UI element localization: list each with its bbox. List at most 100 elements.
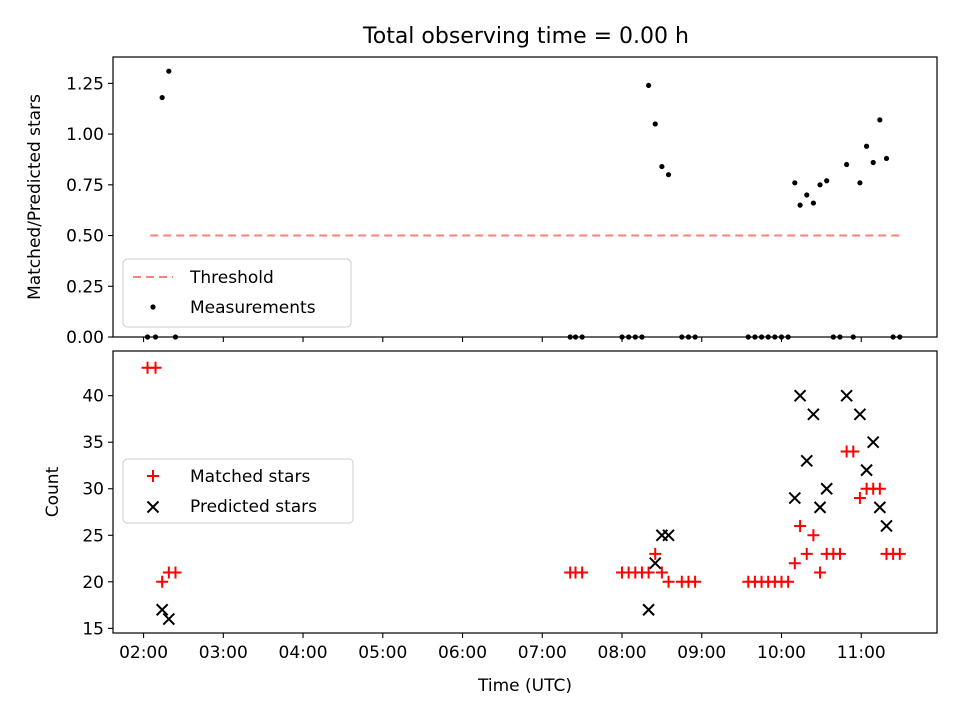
legend-predicted-swatch [146,500,160,514]
matched-star-point [689,575,702,588]
predicted-star-point [866,436,880,449]
y-axis-label: Matched/Predicted stars [25,94,45,300]
matched-star-point [649,547,662,560]
legend-threshold-label: Threshold [189,268,274,288]
predicted-star-point [807,408,820,421]
matched-star-point [893,547,906,560]
matched-star-point [807,529,820,542]
measurement-point [665,172,672,178]
legend-box [122,458,354,524]
y-ticks: 0.00 0.25 0.50 0.75 1.00 1.25 [66,74,113,348]
plot-area [141,361,906,626]
y-tick-label: 30 [82,480,104,500]
y-tick-label: 1.25 [66,74,104,94]
measurement-point [159,94,165,101]
predicted-star-point [880,519,893,533]
measurement-point [817,182,823,188]
legend-matched-label: Matched stars [190,467,310,487]
measurement-point [877,117,883,123]
measurement-point [824,178,830,184]
legend: Threshold Measurements [122,258,352,328]
count-panel: Count Time (UTC) 15 20 25 30 35 40 02:00 03:00… [43,350,938,696]
matched-star-point [642,566,655,579]
y-tick-label: 0.00 [66,328,104,348]
legend-predicted-label: Predicted stars [190,497,317,517]
legend-plus-mark [147,470,159,482]
matched-star-point [873,482,886,495]
matched-star-point [800,547,813,560]
y-ticks: 15 20 25 30 35 40 [82,387,113,639]
matched-star-point [794,519,807,532]
predicted-star-point [800,454,813,468]
predicted-star-point [649,556,662,570]
legend-cross-mark [146,500,160,514]
measurement-point [652,121,658,127]
measurement-point [797,202,803,208]
matched-star-point [576,566,589,579]
measurement-point [870,159,876,166]
predicted-star-point [662,529,675,542]
y-tick-label: 1.00 [66,125,104,145]
x-tick-label: 07:00 [518,643,567,663]
matched-star-point [814,566,827,579]
matched-star-point [662,575,675,588]
measurement-point [792,180,798,186]
axes-frame [112,350,938,634]
y-tick-label: 15 [82,619,104,639]
y-tick-label: 40 [82,387,104,407]
y-tick-label: 35 [82,433,104,453]
measurement-point [646,82,652,89]
y-tick-label: 0.75 [66,176,104,196]
measurement-point [804,192,810,198]
x-axis-label: Time (UTC) [477,676,572,696]
measurement-point [659,163,665,170]
matched-star-point [156,575,169,588]
predicted-star-point [788,491,802,505]
predicted-star-point [793,389,807,402]
matched-star-point [853,492,866,505]
y-tick-label: 0.25 [66,277,104,297]
predicted-star-point [853,408,867,421]
measurement-point [166,68,172,74]
predicted-star-point [813,501,827,514]
x-tick-label: 03:00 [199,643,248,663]
y-tick-label: 25 [82,526,104,546]
x-tick-label: 08:00 [598,643,647,663]
y-axis-label: Count [43,466,63,517]
y-tick-label: 0.50 [66,227,104,247]
measurement-point [810,200,817,206]
measurement-point [883,155,890,162]
legend: Matched stars Predicted stars [122,458,354,524]
matched-star-point [169,566,182,579]
x-tick-label: 11:00 [837,643,886,663]
x-tick-label: 02:00 [119,643,168,663]
axes-frame [112,56,938,338]
legend-measurements-label: Measurements [190,298,316,318]
predicted-star-point [162,612,176,626]
measurement-point [863,143,870,149]
matched-star-point [847,445,860,458]
matched-star-point [833,547,846,560]
matched-star-point [788,557,801,570]
x-tick-label: 05:00 [358,643,407,663]
legend-box [122,258,352,328]
x-tick-label: 06:00 [438,643,487,663]
matched-star-point [655,566,668,579]
chart-title: Total observing time = 0.00 h [362,24,689,49]
y-tick-label: 20 [82,573,104,593]
x-tick-label: 09:00 [677,643,726,663]
measurement-point [857,180,863,186]
predicted-star-point [642,603,655,616]
predicted-star-point [873,501,887,514]
x-tick-label: 04:00 [279,643,328,663]
x-tick-label: 10:00 [757,643,806,663]
legend-measurements-swatch [150,304,156,310]
predicted-star-point [860,463,873,477]
ratio-panel: Total observing time = 0.00 h Matched/Pr… [25,24,938,348]
predicted-star-point [820,482,833,495]
measurement-point [844,161,850,168]
predicted-star-point [840,389,853,402]
x-ticks: 02:00 03:00 04:00 05:00 06:00 07:00 08:00 09:00… [119,633,886,663]
predicted-star-point [155,603,169,616]
